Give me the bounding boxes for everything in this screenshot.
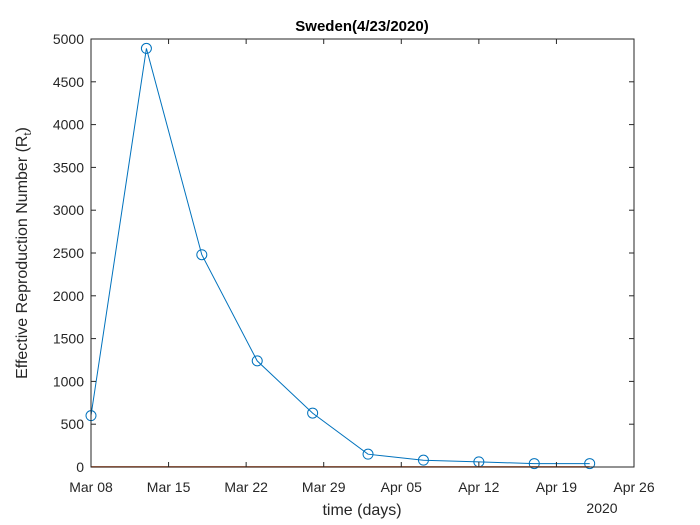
x-tick-label: Mar 29 xyxy=(302,479,346,495)
data-point xyxy=(528,458,540,470)
y-tick-label: 2500 xyxy=(53,245,84,261)
y-axis-label-close: ) xyxy=(14,127,31,132)
y-tick-label: 500 xyxy=(61,416,85,432)
x-tick-label: Apr 05 xyxy=(381,479,422,495)
plot-area xyxy=(91,39,634,467)
x-tick-label: Mar 15 xyxy=(147,479,191,495)
y-axis-label-main: Effective Reproduction Number (R xyxy=(14,136,31,379)
data-point xyxy=(584,458,596,470)
y-tick-label: 2000 xyxy=(53,288,84,304)
y-tick-label: 5000 xyxy=(53,31,84,47)
data-point xyxy=(307,407,319,419)
series-line-0 xyxy=(90,48,590,465)
x-axis-label: time (days) xyxy=(322,502,401,519)
y-ticks: 0 500 1000 1500 2000 2500 3000 3500 4000 4500 5000 xyxy=(53,31,634,475)
x-tick-label: Mar 22 xyxy=(224,479,268,495)
x-tick-label: Apr 19 xyxy=(536,479,577,495)
y-tick-label: 4000 xyxy=(53,117,84,133)
y-tick-label: 1500 xyxy=(53,331,84,347)
data-point xyxy=(140,42,152,54)
chart-title: Sweden(4/23/2020) xyxy=(295,18,428,35)
data-point xyxy=(251,355,263,367)
x-axis-year-label: 2020 xyxy=(586,500,617,516)
y-tick-label: 1000 xyxy=(53,373,84,389)
data-point xyxy=(196,249,208,261)
y-tick-label: 4500 xyxy=(53,74,84,90)
y-tick-label: 3000 xyxy=(53,202,84,218)
x-tick-label: Apr 12 xyxy=(458,479,499,495)
data-point xyxy=(362,448,374,460)
y-tick-label: 0 xyxy=(76,459,84,475)
x-tick-label: Apr 26 xyxy=(613,479,654,495)
y-axis-label-subscript: t xyxy=(22,132,34,135)
y-axis-label: Effective Reproduction Number (Rt) xyxy=(14,127,34,379)
x-tick-label: Mar 08 xyxy=(69,479,113,495)
data-point xyxy=(417,454,429,466)
x-ticks: Mar 08 Mar 15 Mar 22 Mar 29 Apr 05 Apr 12 Apr … xyxy=(69,39,655,495)
y-tick-label: 3500 xyxy=(53,159,84,175)
